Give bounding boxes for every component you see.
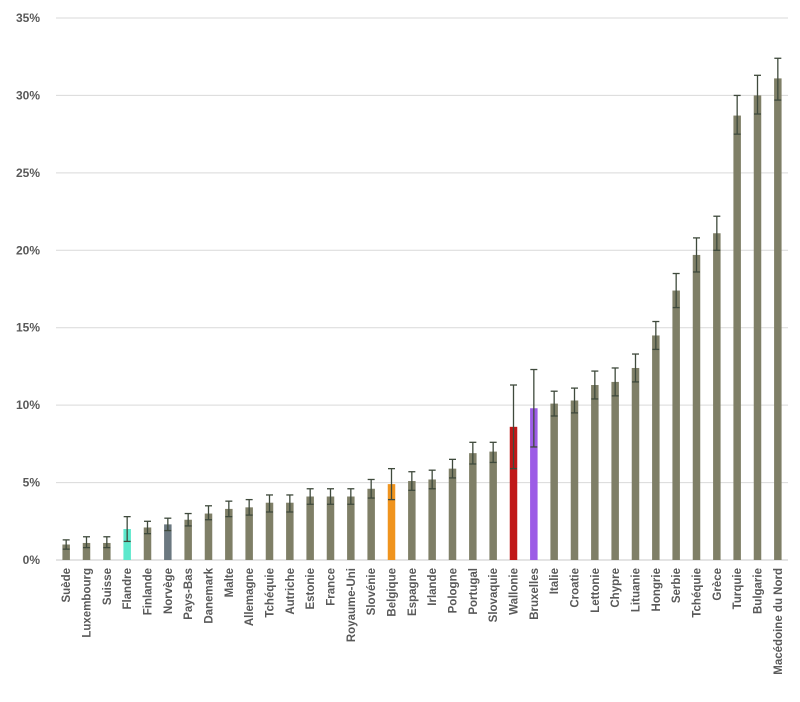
y-tick-label: 15% xyxy=(16,321,40,335)
bar xyxy=(550,403,558,560)
x-tick-label: Autriche xyxy=(285,568,297,615)
x-tick-label: Italie xyxy=(549,568,561,594)
bar xyxy=(387,484,396,560)
x-tick-label: Espagne xyxy=(407,568,419,616)
bar xyxy=(753,95,762,560)
x-tick-label: Flandre xyxy=(122,568,134,610)
y-tick-label: 25% xyxy=(16,166,40,180)
x-tick-label: Pays-Bas xyxy=(183,568,195,620)
x-tick-label: Estonie xyxy=(305,568,317,610)
x-tick-label: Slovénie xyxy=(366,568,378,615)
x-tick-label: Croatie xyxy=(570,568,582,608)
bar xyxy=(672,290,680,560)
x-tick-label: Bulgarie xyxy=(753,568,765,614)
y-tick-label: 5% xyxy=(23,476,41,490)
error-bars xyxy=(62,57,782,550)
bar xyxy=(265,502,274,560)
y-tick-label: 10% xyxy=(16,398,40,412)
x-axis: Suède Luxembourg Suisse Flandre Finlande Norv… xyxy=(61,567,785,674)
x-tick-label: Irlande xyxy=(427,568,439,606)
x-tick-label: Luxembourg xyxy=(82,568,94,638)
bar xyxy=(326,496,335,560)
bar xyxy=(143,527,152,560)
gridlines xyxy=(56,17,788,561)
x-tick-label: Finlande xyxy=(143,568,155,615)
x-tick-label: Belgique xyxy=(387,568,399,617)
bar xyxy=(774,78,782,560)
bar xyxy=(62,544,70,560)
bar xyxy=(611,381,619,560)
x-tick-label: France xyxy=(326,568,338,606)
bar xyxy=(631,367,640,560)
x-tick-label: Hongrie xyxy=(651,568,663,611)
x-tick-label: Grèce xyxy=(712,568,724,601)
x-tick-label: Allemagne xyxy=(244,568,256,626)
bar xyxy=(245,507,253,560)
bar xyxy=(306,496,314,560)
x-tick-label: Tchéquie xyxy=(692,568,704,618)
x-tick-label: Chypre xyxy=(610,568,622,608)
bar xyxy=(123,529,131,560)
bar xyxy=(469,453,477,560)
x-tick-label: Danemark xyxy=(204,567,216,623)
bar xyxy=(591,385,599,560)
bar xyxy=(530,408,538,560)
bar xyxy=(692,254,701,560)
bar xyxy=(509,426,518,560)
y-tick-label: 35% xyxy=(16,11,40,25)
bar xyxy=(103,542,111,560)
bar xyxy=(652,335,660,560)
x-tick-label: Wallonie xyxy=(509,568,521,615)
bar xyxy=(489,451,497,560)
x-tick-label: Suède xyxy=(61,568,73,603)
x-tick-label: Serbie xyxy=(671,568,683,603)
x-tick-label: Bruxelles xyxy=(529,568,541,620)
bar xyxy=(82,542,91,560)
x-tick-label: Macédoine du Nord xyxy=(773,568,785,675)
x-tick-label: Lituanie xyxy=(631,568,643,612)
y-tick-label: 0% xyxy=(23,553,41,567)
x-tick-label: Malte xyxy=(224,568,236,597)
y-tick-label: 20% xyxy=(16,243,40,257)
bar xyxy=(347,496,355,560)
bar xyxy=(286,502,294,560)
bar xyxy=(204,513,213,560)
bar xyxy=(367,488,375,560)
bar xyxy=(225,508,233,560)
x-tick-label: Portugal xyxy=(468,568,480,615)
bars xyxy=(62,78,782,560)
x-tick-label: Slovaquie xyxy=(488,568,500,622)
bar xyxy=(570,400,579,560)
x-tick-label: Lettonie xyxy=(590,568,602,613)
x-tick-label: Royaume-Uni xyxy=(346,568,358,642)
y-axis: 0% 5% 10% 15% 20% 25% 30% 35% xyxy=(16,11,40,567)
y-tick-label: 30% xyxy=(16,88,40,102)
bar xyxy=(713,233,721,560)
x-tick-label: Suisse xyxy=(102,568,114,605)
bar xyxy=(448,468,457,560)
bar xyxy=(164,524,172,560)
bar xyxy=(428,479,436,560)
bar xyxy=(733,115,741,560)
x-tick-label: Pologne xyxy=(448,568,460,613)
x-tick-label: Turquie xyxy=(732,568,744,609)
bar xyxy=(408,481,416,560)
x-tick-label: Norvège xyxy=(163,568,175,614)
x-tick-label: Tchéquie xyxy=(265,568,277,618)
bar xyxy=(184,519,192,560)
